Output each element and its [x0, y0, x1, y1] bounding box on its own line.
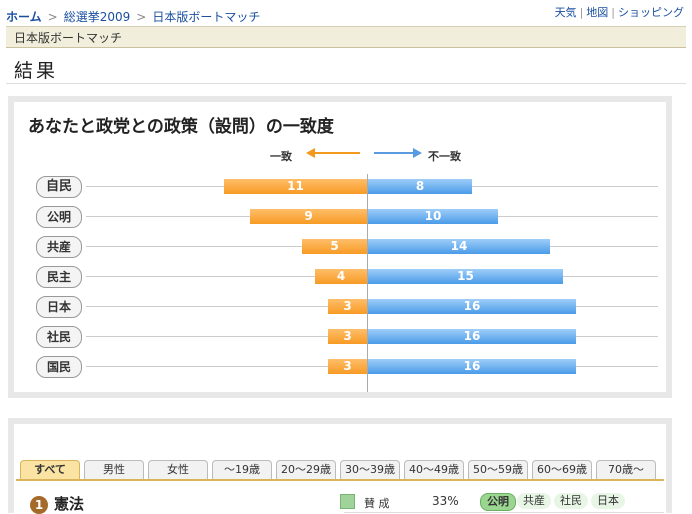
party-pill: 社民: [554, 493, 588, 509]
party-label: 自民: [36, 176, 82, 198]
center-axis: [367, 174, 368, 392]
disagree-bar: 8: [368, 179, 472, 194]
question-number-badge: 1: [30, 496, 48, 514]
map-link[interactable]: 地図: [586, 6, 609, 19]
top-links: 天気 | 地図 | ショッピング: [555, 4, 684, 20]
party-pill: 共産: [517, 493, 551, 509]
breadcrumb-separator: >: [136, 10, 147, 24]
disagree-bar: 16: [368, 359, 576, 374]
match-row: 自民 11 8: [14, 174, 666, 204]
tab-8[interactable]: 60～69歳: [532, 460, 592, 479]
breadcrumb-election-link[interactable]: 総選挙2009: [63, 10, 131, 24]
tab-4[interactable]: 20～29歳: [276, 460, 336, 479]
party-pill: 公明: [480, 493, 516, 511]
question-panel: すべて 男性 女性 ～19歳 20～29歳 30～39歳 40～49歳 50～59歳 60～69…: [8, 418, 672, 514]
party-label: 日本: [36, 296, 82, 318]
tab-5[interactable]: 30～39歳: [340, 460, 400, 479]
match-panel-inner: あなたと政党との政策（設問）の一致度 一致 不一致 自民 11 8 公明 9 10 共産 5 1…: [14, 102, 666, 392]
link-divider: |: [579, 6, 584, 19]
link-divider: |: [611, 6, 615, 19]
stance-percent: 33%: [432, 494, 459, 508]
tab-6[interactable]: 40～49歳: [404, 460, 464, 479]
question-title: 憲法: [54, 495, 85, 513]
party-label: 社民: [36, 326, 82, 348]
match-row: 民主 4 15: [14, 264, 666, 294]
right-arrow-icon: [374, 148, 422, 158]
stance-color-swatch: [340, 494, 355, 509]
match-row: 公明 9 10: [14, 204, 666, 234]
tab-9[interactable]: 70歳～: [596, 460, 656, 479]
agree-bar: 3: [328, 329, 367, 344]
agree-bar: 11: [224, 179, 367, 194]
filter-tabs: すべて 男性 女性 ～19歳 20～29歳 30～39歳 40～49歳 50～59歳 60～69…: [16, 460, 666, 482]
match-row: 共産 5 14: [14, 234, 666, 264]
disagree-bar: 16: [368, 329, 576, 344]
page-title: 結果: [14, 60, 59, 82]
agree-bar: 4: [315, 269, 367, 284]
left-arrow-icon: [306, 148, 360, 158]
divider: [6, 83, 686, 84]
disagree-bar: 15: [368, 269, 563, 284]
breadcrumb-separator: >: [47, 10, 58, 24]
breadcrumb-votematch-link[interactable]: 日本版ボートマッチ: [152, 10, 261, 24]
disagree-bar: 14: [368, 239, 550, 254]
stance-label: 賛 成: [364, 497, 390, 510]
disagree-bar: 10: [368, 209, 498, 224]
shopping-link[interactable]: ショッピング: [618, 6, 684, 19]
match-row: 日本 3 16: [14, 294, 666, 324]
top-bar: ホーム > 総選挙2009 > 日本版ボートマッチ 天気 | 地図 | ショッピング: [0, 0, 692, 26]
tabs-underline: [16, 479, 664, 481]
agree-bar: 9: [250, 209, 367, 224]
party-label: 国民: [36, 356, 82, 378]
tab-7[interactable]: 50～59歳: [468, 460, 528, 479]
legend-disagree-label: 不一致: [428, 150, 461, 163]
agree-bar: 5: [302, 239, 367, 254]
disagree-bar: 16: [368, 299, 576, 314]
breadcrumb-home-link[interactable]: ホーム: [6, 10, 42, 24]
tab-3[interactable]: ～19歳: [212, 460, 272, 479]
breadcrumb: ホーム > 総選挙2009 > 日本版ボートマッチ: [6, 8, 260, 25]
legend-agree-label: 一致: [270, 150, 292, 163]
party-label: 公明: [36, 206, 82, 228]
match-panel: あなたと政党との政策（設問）の一致度 一致 不一致 自民 11 8 公明 9 10 共産 5 1…: [8, 96, 672, 398]
tab-0[interactable]: すべて: [20, 460, 80, 479]
party-pill: 日本: [591, 493, 625, 509]
question-panel-inner: すべて 男性 女性 ～19歳 20～29歳 30～39歳 40～49歳 50～59歳 60～69…: [14, 424, 666, 514]
tab-2[interactable]: 女性: [148, 460, 208, 479]
tab-1[interactable]: 男性: [84, 460, 144, 479]
agree-bar: 3: [328, 299, 367, 314]
match-panel-title: あなたと政党との政策（設問）の一致度: [28, 117, 334, 137]
section-header-bar: 日本版ボートマッチ: [6, 26, 686, 48]
match-row: 社民 3 16: [14, 324, 666, 354]
match-row: 国民 3 16: [14, 354, 666, 384]
section-label: 日本版ボートマッチ: [14, 31, 123, 45]
agree-bar: 3: [328, 359, 367, 374]
party-label: 共産: [36, 236, 82, 258]
party-label: 民主: [36, 266, 82, 288]
weather-link[interactable]: 天気: [554, 6, 577, 19]
